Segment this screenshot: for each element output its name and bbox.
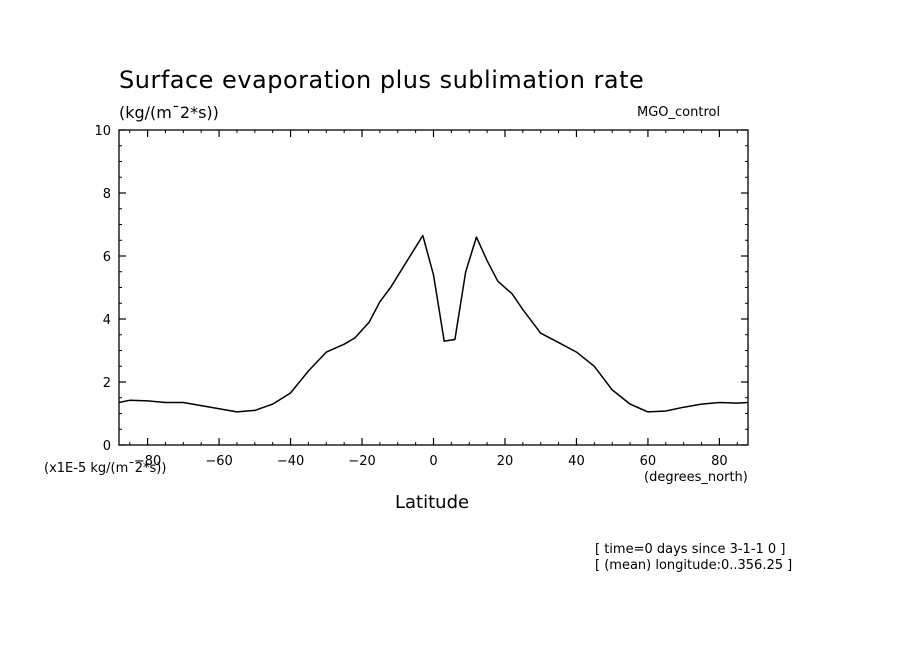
x-tick-label: −80 [134, 454, 161, 469]
info-longitude: [ (mean) longitude:0..356.25 ] [595, 558, 793, 573]
x-tick-label: −40 [277, 454, 304, 469]
evaporation-line [118, 234, 749, 413]
scale-label: (x1E-5 kg/(m¯2*s)) [44, 461, 167, 476]
y-tick-label: 6 [103, 250, 111, 265]
plot-frame [118, 129, 749, 446]
y-tick-label: 4 [103, 313, 111, 328]
chart-title: Surface evaporation plus sublimation rat… [119, 66, 645, 94]
x-tick-label: 0 [429, 454, 437, 469]
y-tick-label: 8 [103, 187, 111, 202]
y-tick-label: 10 [94, 124, 111, 139]
y-tick-label: 0 [103, 439, 111, 454]
x-tick-label: 40 [568, 454, 585, 469]
x-units-label: (degrees_north) [644, 470, 748, 485]
y-tick-label: 2 [103, 376, 111, 391]
x-tick-label: 60 [640, 454, 657, 469]
units-label: (kg/(m¯2*s)) [119, 103, 219, 122]
x-tick-label: 80 [711, 454, 728, 469]
x-tick-label: −20 [348, 454, 375, 469]
run-label: MGO_control [637, 105, 721, 120]
x-tick-label: −60 [205, 454, 232, 469]
info-time: [ time=0 days since 3-1-1 0 ] [595, 542, 786, 557]
x-tick-label: 20 [497, 454, 514, 469]
x-axis-label: Latitude [395, 492, 470, 513]
